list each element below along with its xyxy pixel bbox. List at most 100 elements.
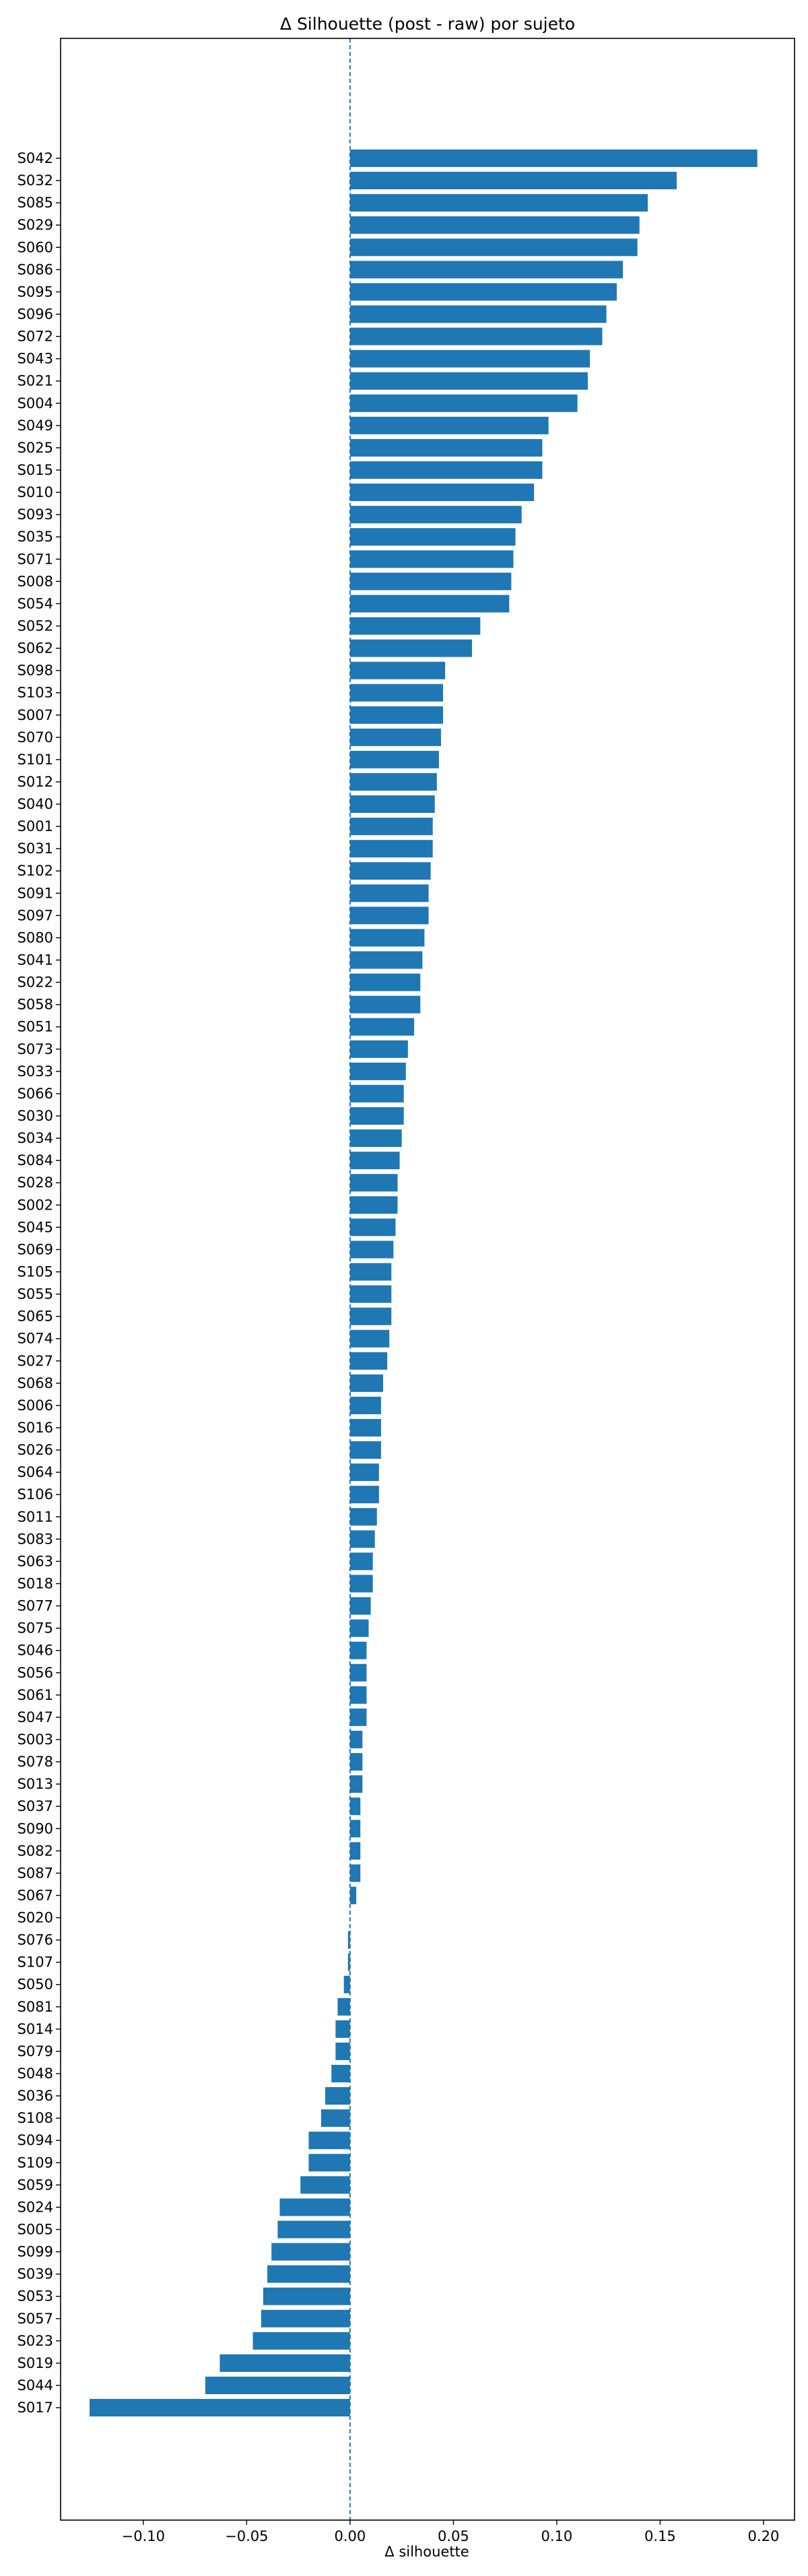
y-tick-label: S021: [18, 373, 53, 389]
bar-S077: [349, 1597, 371, 1615]
y-tick-label: S022: [18, 975, 53, 991]
x-axis-label: Δ silhouette: [384, 2544, 469, 2560]
bar-S051: [349, 1018, 415, 1036]
y-tick-label: S015: [18, 462, 53, 478]
bar-S028: [349, 1174, 398, 1192]
y-tick-label: S060: [18, 239, 53, 255]
y-tick-label: S044: [18, 2377, 53, 2393]
y-tick-label: S078: [18, 1754, 53, 1770]
y-tick-label: S077: [18, 1598, 53, 1614]
bar-S072: [349, 327, 603, 345]
y-tick-label: S023: [18, 2333, 53, 2349]
bar-S040: [349, 795, 435, 814]
bar-S067: [349, 1886, 357, 1905]
y-tick-label: S066: [18, 1086, 53, 1102]
bar-S055: [349, 1285, 392, 1303]
bar-S107: [347, 1953, 350, 1971]
bar-S026: [349, 1441, 381, 1459]
y-tick-label: S006: [18, 1397, 53, 1414]
y-tick-label: S093: [18, 506, 53, 523]
y-tick-label: S050: [18, 1977, 53, 1993]
y-tick-label: S058: [18, 997, 53, 1013]
y-tick-label: S028: [18, 1175, 53, 1191]
x-tick-label: 0.10: [541, 2528, 573, 2544]
y-tick-label: S012: [18, 774, 53, 790]
bar-S073: [349, 1040, 408, 1058]
bar-S060: [349, 238, 638, 257]
x-tick-label: 0.20: [748, 2528, 780, 2544]
bar-S012: [349, 772, 437, 791]
bar-S049: [349, 416, 549, 434]
y-tick-label: S010: [18, 484, 53, 500]
y-tick-label: S105: [18, 1264, 53, 1280]
bar-S039: [267, 2265, 350, 2283]
bar-S054: [349, 595, 510, 613]
y-tick-label: S075: [18, 1620, 53, 1637]
y-tick-label: S048: [18, 2066, 53, 2082]
bar-S068: [349, 1374, 383, 1392]
y-tick-label: S101: [18, 752, 53, 768]
y-tick-label: S024: [18, 2199, 53, 2215]
bar-S019: [220, 2354, 350, 2372]
bar-S022: [349, 973, 421, 991]
bar-S021: [349, 372, 588, 390]
bar-S108: [321, 2109, 350, 2127]
bar-S027: [349, 1352, 388, 1370]
y-tick-label: S019: [18, 2355, 53, 2371]
y-tick-label: S043: [18, 351, 53, 367]
y-axis: S042 S032 S085 S029 S060 S086 S095 S096 S072 S043…: [18, 150, 61, 2416]
y-tick-label: S091: [18, 885, 53, 901]
y-tick-label: S042: [18, 150, 53, 166]
y-tick-label: S086: [18, 261, 53, 277]
bar-S078: [349, 1753, 363, 1771]
y-tick-label: S014: [18, 2021, 53, 2037]
bar-S074: [349, 1329, 390, 1348]
bar-S030: [349, 1107, 404, 1125]
bar-S109: [308, 2154, 350, 2172]
bar-S070: [349, 728, 441, 746]
bar-S094: [308, 2132, 350, 2150]
y-tick-label: S002: [18, 1197, 53, 1213]
bar-S017: [89, 2399, 350, 2417]
y-tick-label: S017: [18, 2400, 53, 2416]
y-tick-label: S005: [18, 2222, 53, 2238]
y-tick-label: S081: [18, 1999, 53, 2015]
bar-S043: [349, 350, 591, 368]
y-tick-label: S096: [18, 306, 53, 322]
bar-S084: [349, 1152, 400, 1170]
y-tick-label: S109: [18, 2154, 53, 2171]
bar-S053: [263, 2287, 350, 2305]
bar-S081: [337, 1997, 350, 2016]
y-tick-label: S076: [18, 1932, 53, 1948]
y-tick-label: S095: [18, 284, 53, 300]
y-tick-label: S033: [18, 1063, 53, 1080]
y-tick-label: S070: [18, 729, 53, 746]
bar-S034: [349, 1129, 402, 1148]
x-axis: −0.10 −0.05 0.00 0.05 0.10 0.15 0.20: [122, 2520, 780, 2544]
bar-S001: [349, 818, 433, 836]
y-tick-label: S059: [18, 2177, 53, 2193]
bar-S036: [325, 2087, 350, 2105]
y-tick-label: S003: [18, 1731, 53, 1748]
bar-S002: [349, 1196, 398, 1214]
bar-S075: [349, 1619, 369, 1637]
y-tick-label: S046: [18, 1643, 53, 1659]
x-tick-label: 0.05: [438, 2528, 469, 2544]
y-tick-label: S029: [18, 217, 53, 233]
y-tick-label: S045: [18, 1219, 53, 1235]
bar-S050: [343, 1975, 350, 1993]
y-tick-label: S098: [18, 663, 53, 679]
y-tick-label: S065: [18, 1309, 53, 1325]
bar-S056: [349, 1663, 367, 1682]
y-tick-label: S008: [18, 573, 53, 589]
bar-S071: [349, 550, 514, 568]
y-tick-label: S013: [18, 1776, 53, 1792]
y-tick-label: S099: [18, 2244, 53, 2260]
bar-S033: [349, 1062, 406, 1080]
bar-S048: [331, 2065, 350, 2083]
bar-S090: [349, 1820, 361, 1838]
bars-layer: [89, 150, 758, 2417]
y-tick-label: S004: [18, 395, 53, 411]
bar-S091: [349, 884, 429, 902]
